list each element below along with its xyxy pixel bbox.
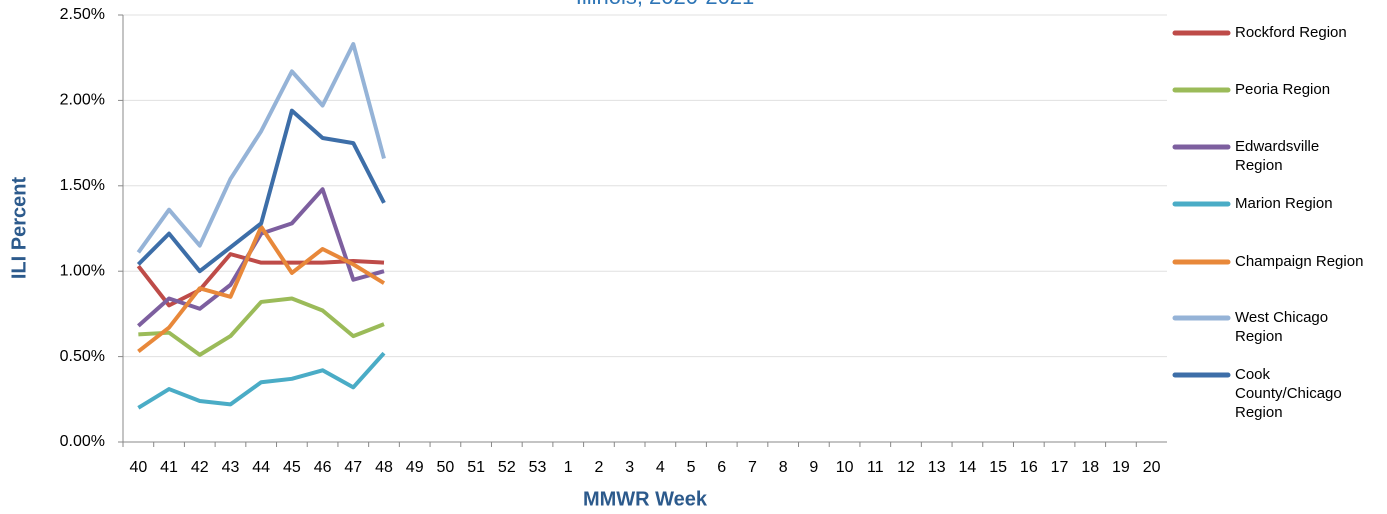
legend-label: West Chicago Region: [1235, 309, 1329, 345]
x-tick-label: 13: [928, 459, 946, 476]
x-tick-label: 18: [1081, 459, 1099, 476]
series-line: [138, 296, 385, 357]
x-tick-label: 17: [1051, 459, 1069, 476]
y-tick-label: 1.00%: [60, 262, 105, 279]
x-tick-label: 5: [687, 459, 696, 476]
x-tick-label: 4: [656, 459, 665, 476]
x-tick-label: 19: [1112, 459, 1130, 476]
x-tick-label: 9: [809, 459, 818, 476]
x-axis-label: MMWR Week: [583, 488, 708, 510]
x-tick-label: 52: [498, 459, 516, 476]
x-tick-label: 50: [437, 459, 455, 476]
x-tick-label: 49: [406, 459, 424, 476]
series-line: [136, 42, 386, 254]
x-tick-label: 8: [779, 459, 788, 476]
legend-label: Champaign Region: [1235, 253, 1364, 270]
series-line: [136, 108, 386, 274]
x-tick-label: 53: [529, 459, 547, 476]
x-tick-label: 14: [959, 459, 977, 476]
legend-label: Rockford Region: [1235, 24, 1347, 41]
x-tick-label: 45: [283, 459, 301, 476]
y-axis-label: ILI Percent: [8, 177, 30, 280]
x-tick-label: 46: [314, 459, 332, 476]
x-tick-label: 48: [375, 459, 393, 476]
x-tick-label: 1: [564, 459, 573, 476]
y-tick-label: 1.50%: [60, 177, 105, 194]
x-tick-label: 44: [252, 459, 270, 476]
x-tick-label: 51: [467, 459, 485, 476]
y-tick-label: 2.00%: [60, 92, 105, 109]
x-tick-label: 12: [897, 459, 915, 476]
series-line: [137, 224, 386, 354]
x-tick-label: 3: [625, 459, 634, 476]
x-tick-label: 41: [160, 459, 178, 476]
x-tick-label: 42: [191, 459, 209, 476]
x-tick-label: 40: [129, 459, 147, 476]
x-tick-label: 11: [867, 459, 884, 476]
x-tick-label: 7: [748, 459, 757, 476]
legend-label: Marion Region: [1235, 195, 1333, 212]
chart-title: Illinois, 2020-2021: [576, 0, 755, 9]
y-tick-label: 0.00%: [60, 433, 105, 450]
y-tick-label: 2.50%: [60, 6, 105, 23]
x-tick-label: 15: [989, 459, 1007, 476]
x-tick-label: 16: [1020, 459, 1038, 476]
series-line: [137, 187, 385, 328]
x-tick-label: 20: [1143, 459, 1161, 476]
series-line: [137, 351, 386, 410]
x-tick-label: 47: [344, 459, 362, 476]
x-tick-label: 2: [594, 459, 603, 476]
legend-label: Edwardsville Region: [1235, 138, 1320, 174]
legend-label: Cook County/Chicago Region: [1235, 366, 1342, 421]
x-tick-label: 6: [717, 459, 726, 476]
x-tick-label: 10: [836, 459, 854, 476]
x-tick-label: 43: [222, 459, 240, 476]
legend-label: Peoria Region: [1235, 81, 1331, 98]
y-tick-label: 0.50%: [60, 348, 105, 365]
